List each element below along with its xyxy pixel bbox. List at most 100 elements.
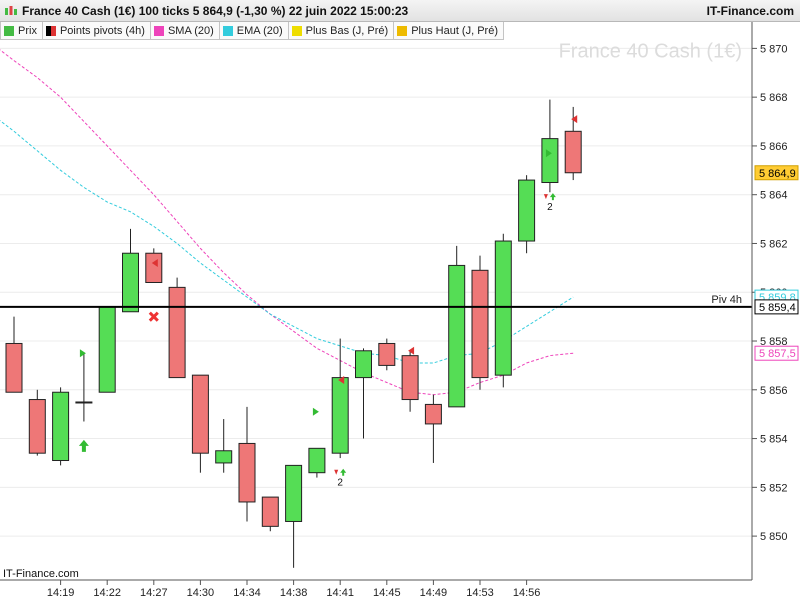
candle-body — [355, 350, 372, 379]
up-arrow-icon — [549, 193, 556, 201]
brand-name[interactable]: IT-Finance.com — [706, 4, 794, 18]
candle-body — [564, 130, 582, 174]
x-tick-label: 14:56 — [513, 587, 541, 599]
candle-body — [331, 377, 349, 454]
chart-grid — [0, 47, 752, 537]
x-tick-label: 14:45 — [373, 587, 401, 599]
legend-label: SMA (20) — [167, 24, 214, 37]
legend-swatch-icon — [153, 25, 164, 36]
buy-signal-icon — [312, 407, 319, 416]
y-tick-label: 5 866 — [760, 141, 788, 153]
candle — [401, 350, 419, 412]
candle-body — [541, 138, 559, 184]
candle-body — [5, 342, 23, 393]
candle — [168, 277, 186, 379]
y-tick-label: 5 870 — [760, 43, 788, 55]
sell-signal-icon — [408, 346, 415, 355]
x-tick-label: 14:19 — [47, 587, 75, 599]
legend-label: Plus Haut (J, Pré) — [411, 24, 498, 37]
up-arrow-icon — [340, 468, 347, 476]
legend-item[interactable]: Plus Haut (J, Pré) — [393, 22, 504, 40]
candle — [471, 255, 489, 390]
legend-item[interactable]: Plus Bas (J, Pré) — [287, 22, 395, 40]
legend-swatch-icon — [4, 25, 14, 36]
chart-watermark: France 40 Cash (1€) — [559, 41, 742, 63]
legend-label: Prix — [18, 24, 37, 37]
y-tick-label: 5 862 — [760, 238, 788, 250]
down-arrow-icon — [543, 194, 548, 200]
candle-body — [122, 252, 139, 313]
candles — [5, 99, 582, 568]
signal-count: 2 — [547, 202, 553, 213]
x-tick-label: 14:49 — [420, 587, 448, 599]
candle — [261, 496, 279, 532]
candle-body — [448, 264, 466, 408]
last-value-box — [754, 165, 799, 181]
candle-body — [238, 442, 256, 503]
sell-signal-icon — [151, 258, 158, 267]
x-tick-label: 14:41 — [326, 587, 354, 599]
buy-signal-icon — [545, 149, 552, 158]
last-value-text: 5 859,4 — [759, 302, 796, 314]
candle — [28, 389, 46, 456]
candle-body — [98, 306, 116, 393]
candle-body — [471, 269, 489, 379]
candle-body — [518, 179, 536, 242]
candle — [75, 353, 93, 422]
y-tick-label: 5 868 — [760, 92, 788, 104]
down-arrow-icon — [334, 469, 339, 475]
candle-body — [145, 252, 163, 283]
signal-markers: 22 — [78, 115, 578, 489]
y-tick-label: 5 858 — [760, 336, 788, 348]
candle — [238, 406, 256, 522]
x-tick-label: 14:38 — [280, 587, 308, 599]
y-tick-label: 5 854 — [760, 434, 788, 446]
candle-body — [424, 403, 442, 425]
candle-body — [215, 450, 233, 464]
candle-body — [261, 496, 279, 527]
updown-signal: 2 — [334, 468, 347, 489]
sell-signal-icon — [338, 376, 345, 385]
x-tick-label: 14:22 — [93, 587, 121, 599]
chart-title: France 40 Cash (1€) 100 ticks 5 864,9 (-… — [22, 4, 409, 18]
last-value-pivot: 5 859,4 — [754, 299, 799, 315]
candle-body — [168, 286, 186, 379]
last-value-text: 5 864,9 — [759, 168, 796, 180]
candle-body — [494, 240, 512, 376]
x-tick-label: 14:30 — [187, 587, 215, 599]
candle-body — [52, 391, 70, 462]
legend-label: Plus Bas (J, Pré) — [305, 24, 389, 37]
candle — [564, 106, 582, 181]
candle — [122, 228, 139, 313]
y-tick-label: 5 852 — [760, 482, 788, 494]
candle — [448, 245, 466, 408]
last-value-box — [754, 345, 799, 361]
candle — [5, 316, 23, 393]
up-arrow-icon — [78, 439, 89, 452]
x-tick-label: 14:34 — [233, 587, 261, 599]
legend-swatch-icon — [222, 25, 233, 36]
y-tick-label: 5 864 — [760, 190, 788, 202]
last-value-box — [754, 299, 799, 315]
indicator-legend: Prix Points pivots (4h) SMA (20) EMA (20) Pl… — [0, 22, 504, 40]
candle-body — [75, 401, 93, 404]
candle-body — [28, 399, 46, 454]
candle — [494, 233, 512, 388]
legend-swatch-icon — [291, 25, 302, 36]
candle-body — [191, 374, 209, 454]
legend-label: EMA (20) — [236, 24, 283, 37]
legend-item[interactable]: Prix — [0, 22, 43, 40]
time-axis: 14:19 14:22 14:27 14:30 14:34 14:38 14:41 14:45… — [47, 580, 541, 599]
title-bar: France 40 Cash (1€) 100 ticks 5 864,9 (-… — [0, 0, 800, 22]
legend-label: Points pivots (4h) — [59, 24, 145, 37]
legend-item[interactable]: EMA (20) — [218, 22, 289, 40]
candle — [541, 99, 559, 193]
footer-brand: IT-Finance.com — [3, 568, 79, 580]
sma-line — [0, 49, 574, 396]
candle — [145, 248, 163, 283]
legend-item[interactable]: Points pivots (4h) — [41, 22, 151, 40]
candle-body — [401, 355, 419, 401]
y-tick-label: 5 850 — [760, 531, 788, 543]
y-tick-label: 5 856 — [760, 385, 788, 397]
